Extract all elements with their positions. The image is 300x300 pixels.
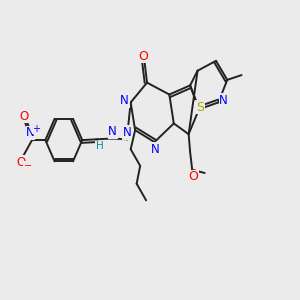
Text: N: N: [123, 126, 132, 139]
Text: H: H: [96, 141, 103, 151]
Text: N: N: [26, 127, 35, 140]
Text: O: O: [20, 110, 28, 123]
Text: O: O: [17, 156, 26, 169]
Text: S: S: [196, 101, 204, 114]
Text: +: +: [32, 124, 40, 134]
Text: −: −: [24, 161, 32, 171]
Text: N: N: [120, 94, 129, 107]
Text: O: O: [188, 170, 198, 183]
Text: O: O: [138, 50, 148, 63]
Text: N: N: [151, 143, 159, 156]
Text: N: N: [219, 94, 228, 107]
Text: N: N: [108, 125, 117, 138]
